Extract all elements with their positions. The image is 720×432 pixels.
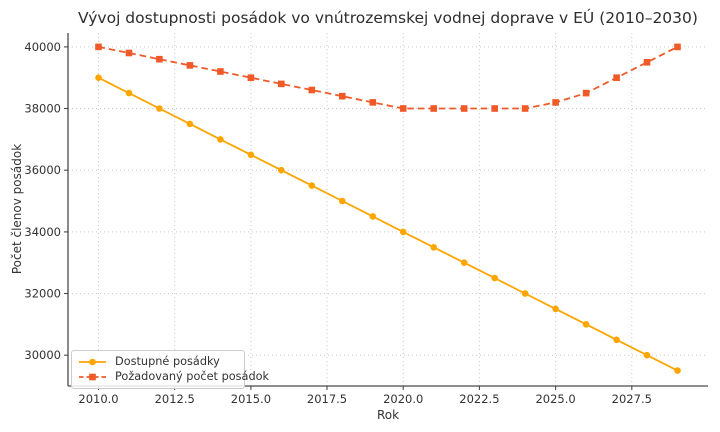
data-point-s0-2027 [613, 336, 620, 344]
data-point-s1-2015 [247, 74, 255, 81]
data-point-s0-2016 [278, 166, 285, 174]
data-point-s0-2020 [399, 228, 407, 236]
data-point-s0-2010 [95, 74, 102, 81]
data-point-s1-2023 [491, 105, 498, 112]
axes-spines [67, 33, 708, 387]
data-point-s1-2016 [278, 80, 285, 88]
legend-entry-required: Požadovaný počet posádok [78, 369, 269, 384]
series-line-1 [98, 46, 678, 110]
data-point-s1-2013 [186, 62, 194, 69]
legend-swatch-required [79, 373, 106, 380]
data-point-s0-2024 [521, 290, 529, 297]
data-point-s0-2013 [186, 120, 194, 128]
xtick-label-2025.0: 2025.0 [535, 392, 575, 406]
ticks: 30000 32000 34000 36000 38000 40000 2010.0 2012… [24, 40, 652, 406]
legend-marker-circle-icon [89, 358, 96, 365]
data-point-s0-2022 [460, 259, 468, 267]
data-point-s0-2029 [674, 367, 681, 374]
data-point-s0-2015 [247, 151, 255, 159]
series-line-0 [98, 76, 678, 372]
xtick-label-2015.0: 2015.0 [231, 392, 271, 406]
ytick-label-38000: 38000 [24, 102, 61, 116]
data-point-s1-2011 [125, 49, 133, 57]
data-point-s1-2022 [460, 105, 468, 112]
xtick-label-2017.5: 2017.5 [307, 392, 347, 406]
chart-title: Vývoj dostupnosti posádok vo vnútrozemsk… [78, 9, 698, 27]
legend-label-available: Dostupné posádky [115, 355, 220, 368]
ytick-label-34000: 34000 [24, 225, 61, 239]
ytick-label-40000: 40000 [24, 40, 61, 54]
data-point-s0-2028 [643, 351, 651, 359]
data-point-s0-2018 [339, 197, 346, 205]
grid [68, 33, 708, 386]
data-point-s1-2027 [613, 74, 620, 81]
data-point-s1-2026 [582, 89, 590, 97]
data-point-s1-2012 [156, 55, 163, 63]
data-point-s0-2019 [369, 213, 377, 220]
y-axis-label: Počet členov posádok [10, 143, 24, 275]
data-point-s1-2020 [399, 105, 407, 112]
data-point-s1-2025 [552, 99, 559, 106]
legend-entry-available: Dostupné posádky [78, 354, 238, 369]
series-0 [95, 74, 681, 374]
xtick-label-2022.5: 2022.5 [459, 392, 499, 406]
legend: Dostupné posádky Požadovaný počet posádo… [71, 350, 269, 389]
ytick-label-30000: 30000 [24, 348, 61, 362]
data-point-s1-2021 [430, 105, 437, 112]
data-point-s1-2017 [308, 86, 316, 94]
data-point-s1-2019 [369, 99, 377, 106]
data-point-s0-2023 [491, 274, 499, 282]
ytick-label-36000: 36000 [24, 163, 61, 177]
data-point-s1-2024 [521, 105, 529, 112]
xtick-label-2012.5: 2012.5 [155, 392, 195, 406]
xtick-label-2010.0: 2010.0 [78, 392, 118, 406]
data-point-s0-2017 [308, 182, 316, 189]
legend-marker-square-icon [89, 373, 96, 380]
data-point-s0-2021 [430, 244, 438, 251]
xtick-label-2027.5: 2027.5 [612, 392, 652, 406]
ytick-label-32000: 32000 [24, 287, 61, 301]
legend-swatch-available [79, 358, 106, 365]
series-1 [95, 43, 681, 112]
xtick-label-2020.0: 2020.0 [383, 392, 423, 406]
legend-label-required: Požadovaný počet posádok [115, 370, 270, 383]
data-point-s0-2012 [156, 105, 163, 112]
data-point-s1-2028 [643, 59, 651, 66]
data-point-s0-2011 [125, 89, 133, 97]
data-point-s0-2026 [582, 321, 590, 328]
data-point-s1-2029 [674, 43, 681, 51]
data-point-s1-2010 [95, 43, 102, 51]
data-point-s0-2025 [552, 305, 559, 313]
data-point-s0-2014 [217, 136, 224, 143]
x-axis-label: Rok [376, 408, 400, 422]
data-point-s1-2014 [217, 68, 224, 75]
data-point-s1-2018 [339, 92, 346, 100]
